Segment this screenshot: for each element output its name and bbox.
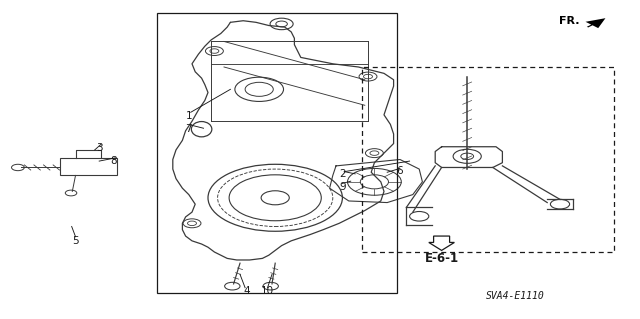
Text: 10: 10 (261, 286, 274, 296)
FancyArrow shape (429, 236, 454, 250)
Text: 1: 1 (186, 111, 192, 122)
Text: 4: 4 (243, 286, 250, 296)
Text: E-6-1: E-6-1 (424, 252, 459, 265)
Text: FR.: FR. (559, 16, 579, 26)
Text: 6: 6 (397, 166, 403, 176)
Text: 9: 9 (339, 182, 346, 192)
Text: 3: 3 (96, 143, 102, 153)
Text: 7: 7 (186, 124, 192, 134)
Bar (60, 158, 117, 175)
Text: 8: 8 (111, 156, 117, 166)
Text: 5: 5 (72, 236, 79, 246)
Bar (362, 67, 614, 252)
FancyArrow shape (586, 18, 605, 28)
Text: SVA4-E1110: SVA4-E1110 (486, 292, 545, 301)
Bar (157, 13, 397, 293)
Text: 2: 2 (339, 169, 346, 179)
